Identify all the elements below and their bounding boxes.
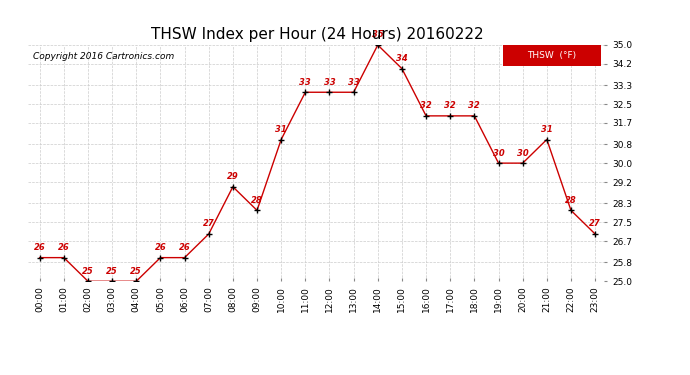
Text: 26: 26 xyxy=(155,243,166,252)
Text: 26: 26 xyxy=(34,243,46,252)
Text: 27: 27 xyxy=(203,219,215,228)
Text: Copyright 2016 Cartronics.com: Copyright 2016 Cartronics.com xyxy=(33,52,175,61)
Text: 27: 27 xyxy=(589,219,601,228)
Text: 25: 25 xyxy=(130,267,142,276)
Text: 26: 26 xyxy=(179,243,190,252)
Text: 32: 32 xyxy=(420,101,432,110)
Text: 26: 26 xyxy=(58,243,70,252)
Text: 28: 28 xyxy=(565,196,577,205)
Text: 32: 32 xyxy=(469,101,480,110)
Text: 25: 25 xyxy=(106,267,118,276)
Text: 29: 29 xyxy=(227,172,239,181)
Text: 30: 30 xyxy=(517,148,529,158)
Text: 34: 34 xyxy=(396,54,408,63)
Text: 33: 33 xyxy=(324,78,335,87)
Text: 33: 33 xyxy=(348,78,359,87)
Text: 31: 31 xyxy=(541,125,553,134)
Text: 30: 30 xyxy=(493,148,504,158)
Title: THSW Index per Hour (24 Hours) 20160222: THSW Index per Hour (24 Hours) 20160222 xyxy=(151,27,484,42)
Text: 31: 31 xyxy=(275,125,287,134)
Text: 33: 33 xyxy=(299,78,311,87)
Text: 32: 32 xyxy=(444,101,456,110)
Text: 25: 25 xyxy=(82,267,94,276)
Text: 28: 28 xyxy=(251,196,263,205)
Text: 35: 35 xyxy=(372,30,384,39)
